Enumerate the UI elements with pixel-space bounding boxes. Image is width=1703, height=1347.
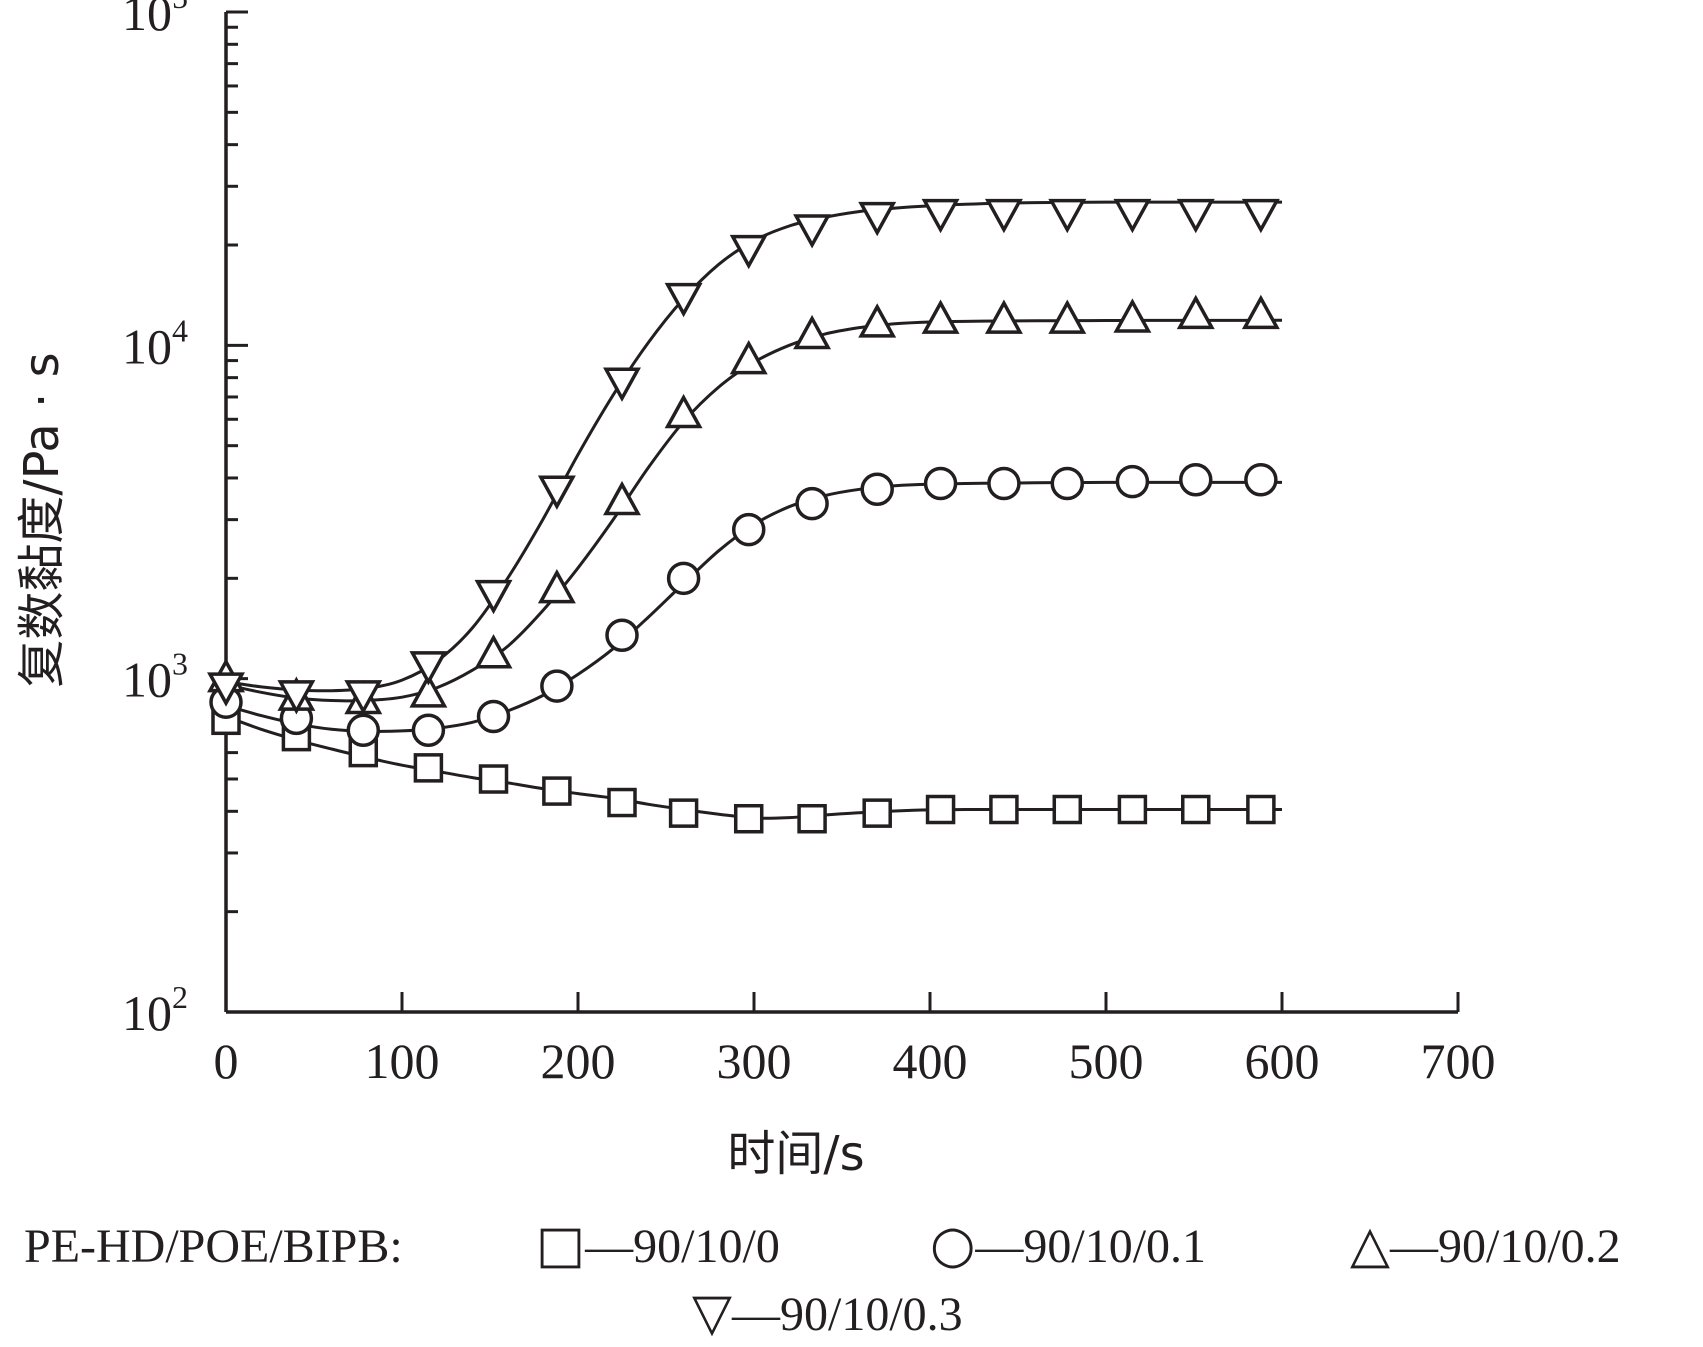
data-point-series-0 <box>797 803 827 834</box>
tick-marks <box>224 10 1460 1014</box>
data-point-series-0 <box>413 753 444 783</box>
data-point-series-2 <box>921 299 960 334</box>
data-point-series-3 <box>1176 198 1215 234</box>
data-point-series-3 <box>664 282 703 318</box>
data-point-series-3 <box>984 198 1023 234</box>
data-point-series-0 <box>1117 794 1148 825</box>
data-point-series-0 <box>542 776 572 806</box>
data-point-series-2 <box>729 339 768 375</box>
legend-entry-0: □—90/10/0 <box>536 1215 780 1275</box>
data-point-series-3 <box>474 579 513 615</box>
data-point-series-3 <box>409 651 448 686</box>
data-point-series-3 <box>344 680 383 715</box>
x-tick-label: 300 <box>717 1033 792 1089</box>
x-tick-label: 400 <box>893 1033 968 1089</box>
data-point-series-0 <box>733 803 764 834</box>
data-point-series-1 <box>605 618 639 652</box>
data-point-series-2 <box>603 480 641 516</box>
data-point-series-3 <box>729 234 768 270</box>
data-point-series-2 <box>664 393 703 429</box>
data-point-series-1 <box>1244 463 1278 497</box>
y-axis-title: 复数黏度/Pa · s <box>14 352 70 687</box>
legend-entries: □—90/10/0 ○—90/10/0.1 △—90/10/0.2 ▽—90/10/0… <box>536 1215 1621 1343</box>
data-point-series-1 <box>1179 463 1213 497</box>
legend: PE-HD/POE/BIPB: □—90/10/0 ○—90/10/0.1 △—90… <box>24 1215 1621 1343</box>
data-point-series-1 <box>1050 466 1085 501</box>
data-markers <box>207 198 1280 834</box>
legend-prefix: PE-HD/POE/BIPB: <box>24 1220 403 1273</box>
data-point-series-1 <box>411 713 446 748</box>
data-point-series-1 <box>666 561 701 596</box>
data-point-series-1 <box>1115 464 1150 499</box>
legend-entry-3: ▽—90/10/0.3 <box>692 1283 963 1343</box>
x-axis-title: 时间/s <box>727 1126 864 1182</box>
data-point-series-0 <box>989 794 1019 825</box>
data-point-series-3 <box>603 367 641 402</box>
fit-curves <box>225 200 1283 820</box>
data-point-series-2 <box>409 673 448 708</box>
data-point-series-1 <box>987 466 1021 501</box>
data-point-series-2 <box>793 314 832 350</box>
y-tick-label: 105 <box>122 0 188 41</box>
data-point-series-2 <box>474 634 513 669</box>
data-point-series-3 <box>921 198 960 234</box>
x-tick-label: 700 <box>1421 1033 1496 1089</box>
data-point-series-3 <box>277 680 316 715</box>
data-point-series-3 <box>1241 198 1280 234</box>
data-point-series-1 <box>795 486 829 521</box>
tick-labels: 0 100 200 300 400 500 600 700 102 103 104 105 <box>122 0 1496 1089</box>
y-tick-label: 102 <box>122 979 188 1041</box>
x-tick-label: 0 <box>214 1033 239 1089</box>
x-tick-label: 100 <box>365 1033 440 1089</box>
data-point-series-1 <box>860 472 894 507</box>
data-point-series-3 <box>207 672 245 707</box>
data-point-series-2 <box>1048 299 1087 334</box>
data-point-series-2 <box>1241 294 1280 330</box>
data-point-series-2 <box>984 299 1023 334</box>
data-point-series-2 <box>537 568 576 604</box>
y-tick-label: 104 <box>122 312 188 374</box>
data-point-series-3 <box>1113 198 1152 234</box>
data-point-series-1 <box>540 669 574 703</box>
data-point-series-2 <box>1176 294 1215 330</box>
fit-curve-3 <box>225 200 1282 693</box>
data-point-series-1 <box>476 699 511 734</box>
data-point-series-0 <box>478 764 509 794</box>
data-point-series-3 <box>537 475 576 510</box>
x-tick-label: 600 <box>1245 1033 1320 1089</box>
x-tick-label: 200 <box>541 1033 616 1089</box>
fit-curve-2 <box>225 318 1283 703</box>
data-point-series-0 <box>862 798 892 828</box>
data-point-series-0 <box>925 794 956 825</box>
data-point-series-1 <box>346 713 381 748</box>
data-point-series-3 <box>793 214 832 249</box>
y-tick-label: 103 <box>122 646 188 708</box>
data-point-series-0 <box>668 798 699 828</box>
axes <box>224 12 1458 1014</box>
legend-entry-2: △—90/10/0.2 <box>1350 1215 1621 1275</box>
data-point-series-0 <box>1181 794 1211 825</box>
x-tick-label: 500 <box>1069 1033 1144 1089</box>
data-point-series-1 <box>923 466 958 501</box>
data-point-series-1 <box>731 512 766 547</box>
data-point-series-0 <box>607 787 637 818</box>
data-point-series-3 <box>858 201 897 237</box>
data-point-series-2 <box>858 303 897 338</box>
data-point-series-3 <box>1048 198 1087 234</box>
data-point-series-2 <box>1113 298 1152 333</box>
legend-entry-1: ○—90/10/0.1 <box>930 1215 1206 1275</box>
data-point-series-0 <box>1246 794 1276 825</box>
data-point-series-0 <box>1052 794 1083 825</box>
